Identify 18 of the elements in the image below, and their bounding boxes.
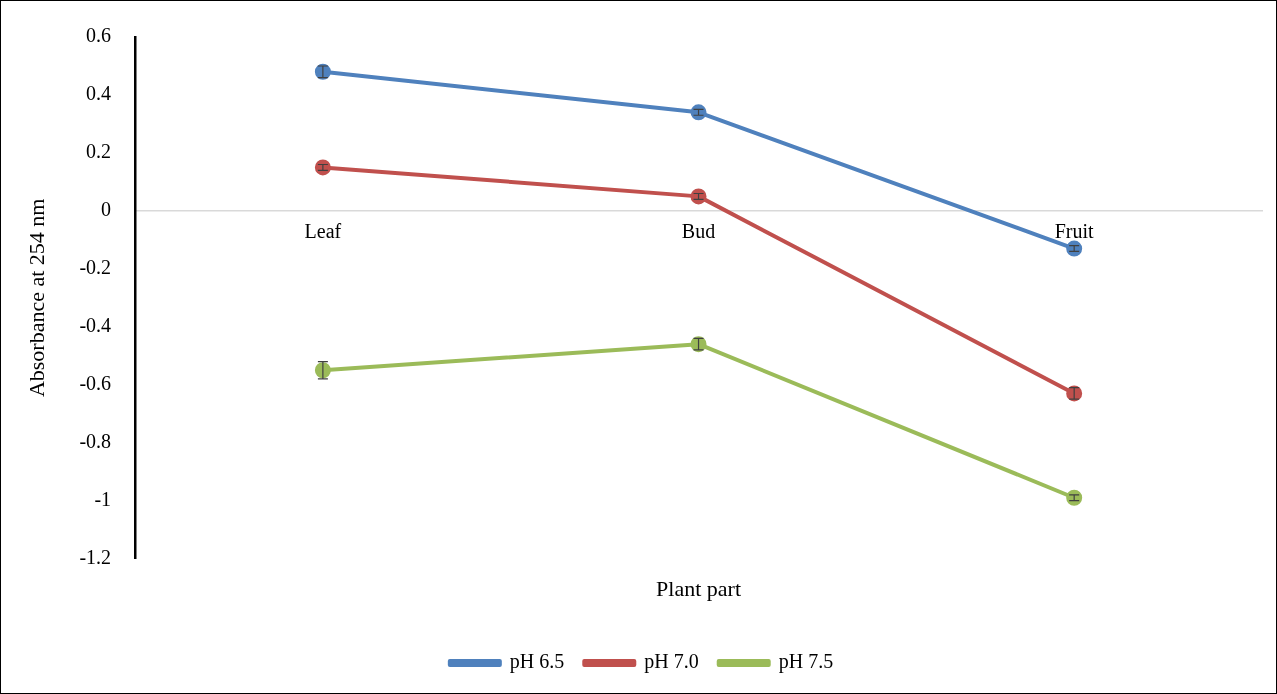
legend-label: pH 7.5 [778,650,834,674]
y-tick-label: 0.6 [86,24,112,47]
y-axis-title: Absorbance at 254 nm [23,198,49,398]
legend-label: pH 6.5 [509,650,565,674]
y-tick-label: -1.2 [79,545,112,568]
x-tick-label: Bud [681,220,716,243]
y-tick-label: -0.2 [79,256,112,279]
x-tick-label: Fruit [1054,220,1095,243]
y-tick-label: -0.6 [79,371,112,394]
y-tick-label: 0.4 [86,82,112,105]
legend-label: pH 7.0 [644,650,699,674]
y-tick-label: 0 [101,198,112,221]
x-tick-label: Leaf [304,220,342,243]
y-tick-label: 0.2 [86,140,112,163]
y-tick-label: -1 [94,487,112,510]
x-axis-title: Plant part [656,576,741,602]
y-tick-label: -0.4 [79,314,112,337]
y-tick-label: -0.8 [79,429,112,452]
